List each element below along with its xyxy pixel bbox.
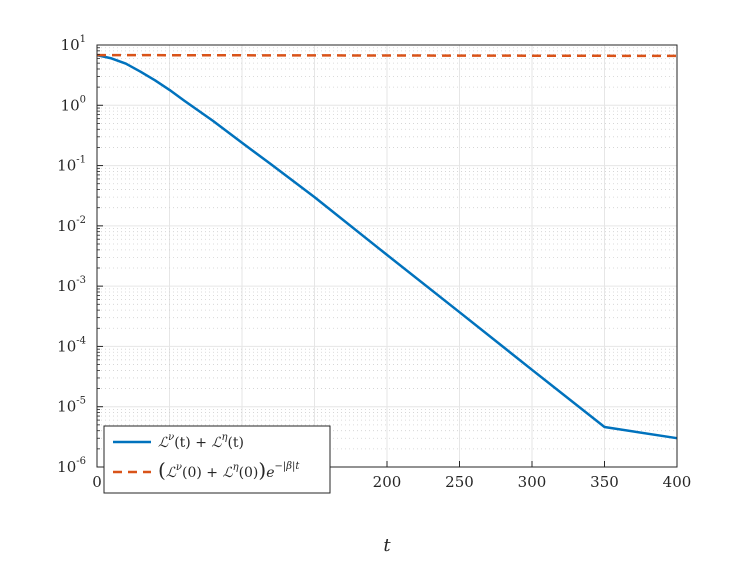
y-tick-label: 10-6	[57, 456, 86, 476]
x-tick-label: 350	[590, 473, 619, 491]
y-tick-label: 100	[61, 94, 86, 114]
y-tick-label: 10-4	[57, 335, 86, 355]
legend-label-series-2: (ℒν(0) + ℒη(0))e−|β|t	[158, 458, 300, 482]
y-tick-label: 10-2	[57, 215, 86, 235]
series-layer	[96, 53, 678, 440]
x-tick-label: 0	[92, 473, 102, 491]
legend: ℒν(t) + ℒη(t) (ℒν(0) + ℒη(0))e−|β|t	[103, 425, 331, 494]
x-axis-label: t	[383, 535, 391, 556]
series-line-1	[96, 53, 678, 440]
ticks: 05010015020025030035040010-610-510-410-3…	[57, 34, 691, 491]
x-tick-label: 400	[663, 473, 692, 491]
y-tick-label: 10-1	[57, 155, 86, 175]
x-tick-label: 250	[445, 473, 474, 491]
x-tick-label: 300	[518, 473, 547, 491]
y-tick-label: 10-3	[57, 275, 86, 295]
legend-box	[103, 425, 331, 494]
y-tick-label: 10-5	[57, 396, 86, 416]
legend-label-series-1: ℒν(t) + ℒη(t)	[158, 432, 244, 451]
series-line-2	[96, 53, 678, 58]
y-tick-label: 101	[61, 34, 86, 54]
x-tick-label: 200	[373, 473, 402, 491]
grid	[96, 44, 678, 468]
